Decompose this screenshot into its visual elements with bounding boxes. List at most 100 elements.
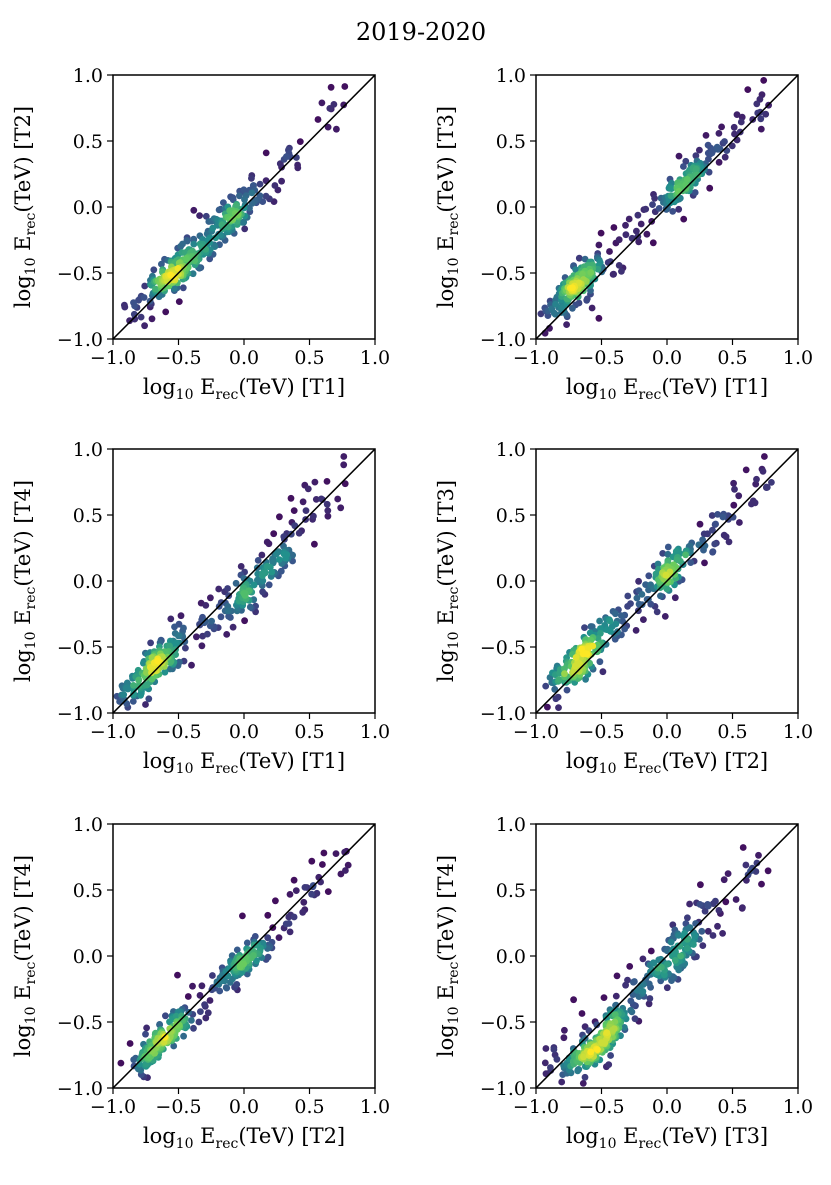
data-point bbox=[696, 901, 704, 908]
data-point bbox=[258, 551, 266, 559]
data-point bbox=[265, 581, 273, 589]
data-point bbox=[550, 309, 558, 317]
data-point bbox=[241, 225, 249, 233]
data-point bbox=[311, 478, 319, 486]
y-tick-label: 0.5 bbox=[496, 880, 526, 902]
data-point bbox=[175, 298, 183, 305]
data-point bbox=[622, 231, 630, 239]
x-tick-label: −1.0 bbox=[513, 1096, 559, 1118]
data-point bbox=[308, 857, 316, 865]
data-point bbox=[209, 224, 217, 232]
data-point bbox=[719, 513, 727, 521]
data-point bbox=[700, 530, 708, 538]
data-point bbox=[696, 146, 703, 154]
data-point bbox=[275, 556, 283, 563]
data-point bbox=[554, 693, 562, 701]
data-point bbox=[563, 321, 570, 328]
data-point bbox=[637, 220, 645, 228]
data-point bbox=[174, 265, 182, 272]
data-point bbox=[148, 315, 156, 323]
data-point bbox=[206, 997, 214, 1004]
data-point bbox=[744, 86, 752, 93]
data-point bbox=[751, 499, 759, 507]
data-point bbox=[713, 143, 721, 151]
data-point bbox=[704, 141, 712, 149]
data-point bbox=[287, 494, 295, 502]
data-point bbox=[170, 285, 178, 292]
data-point bbox=[248, 200, 256, 207]
data-points bbox=[121, 83, 349, 330]
data-point bbox=[233, 946, 241, 954]
data-point bbox=[296, 138, 304, 146]
data-point bbox=[760, 77, 768, 84]
data-point bbox=[124, 685, 132, 693]
data-point bbox=[643, 230, 651, 238]
data-point bbox=[596, 617, 603, 625]
data-point bbox=[171, 623, 178, 631]
data-point bbox=[561, 1026, 568, 1034]
data-point bbox=[571, 662, 579, 670]
y-axis-label: log10 Erec(TeV) [T4] bbox=[434, 855, 462, 1057]
data-point bbox=[595, 314, 603, 322]
data-point bbox=[195, 1018, 203, 1026]
data-point bbox=[161, 1033, 169, 1041]
x-tick-label: −0.5 bbox=[578, 721, 624, 743]
x-tick-label: 0.5 bbox=[717, 347, 747, 369]
data-point bbox=[714, 511, 721, 518]
data-point bbox=[333, 125, 340, 133]
data-point bbox=[286, 928, 294, 936]
x-axis-label: log10 Erec(TeV) [T1] bbox=[566, 375, 768, 403]
data-point bbox=[332, 850, 340, 857]
data-point bbox=[327, 83, 335, 91]
x-tick-label: 1.0 bbox=[783, 347, 813, 369]
data-point bbox=[730, 479, 737, 487]
data-point bbox=[241, 617, 249, 625]
data-point bbox=[728, 142, 736, 150]
y-tick-label: 0.5 bbox=[73, 505, 103, 527]
data-point bbox=[587, 269, 595, 276]
x-tick-label: 1.0 bbox=[360, 347, 390, 369]
data-point bbox=[222, 984, 230, 991]
x-axis-label: log10 Erec(TeV) [T2] bbox=[566, 749, 768, 777]
data-point bbox=[581, 624, 588, 631]
data-point bbox=[633, 594, 641, 602]
data-point bbox=[229, 216, 237, 224]
data-point bbox=[697, 881, 704, 889]
data-point bbox=[663, 984, 671, 992]
y-tick-label: 0.5 bbox=[496, 131, 526, 153]
data-point bbox=[154, 657, 161, 665]
data-point bbox=[256, 180, 264, 188]
data-point bbox=[240, 590, 248, 597]
data-point bbox=[286, 891, 294, 898]
data-point bbox=[595, 241, 603, 249]
data-point bbox=[262, 149, 270, 157]
data-point bbox=[580, 1053, 587, 1061]
data-point bbox=[175, 658, 183, 666]
data-point bbox=[188, 1017, 195, 1024]
data-point bbox=[233, 981, 241, 988]
data-point bbox=[612, 610, 619, 618]
data-point bbox=[334, 495, 342, 503]
data-point bbox=[672, 548, 680, 555]
data-point bbox=[239, 219, 246, 226]
data-point bbox=[236, 192, 243, 200]
data-point bbox=[755, 851, 762, 859]
data-point bbox=[701, 559, 708, 567]
data-point bbox=[264, 911, 272, 919]
data-point bbox=[742, 466, 750, 474]
data-point bbox=[730, 501, 738, 509]
data-point bbox=[761, 453, 768, 460]
data-point bbox=[175, 632, 182, 640]
data-point bbox=[126, 317, 133, 325]
scatter-panel-6: −1.0 −0.5 0.0 0.5 1.0 −1.0 −0.5 0.0 0.5 1.0 log10 … bbox=[434, 814, 813, 1152]
data-point bbox=[606, 248, 613, 255]
data-point bbox=[719, 930, 726, 937]
data-point bbox=[594, 1046, 601, 1053]
data-point bbox=[575, 254, 583, 262]
data-point bbox=[702, 132, 710, 139]
data-point bbox=[687, 559, 695, 566]
data-point bbox=[569, 304, 576, 312]
data-point bbox=[737, 118, 745, 126]
data-point bbox=[605, 1061, 613, 1068]
